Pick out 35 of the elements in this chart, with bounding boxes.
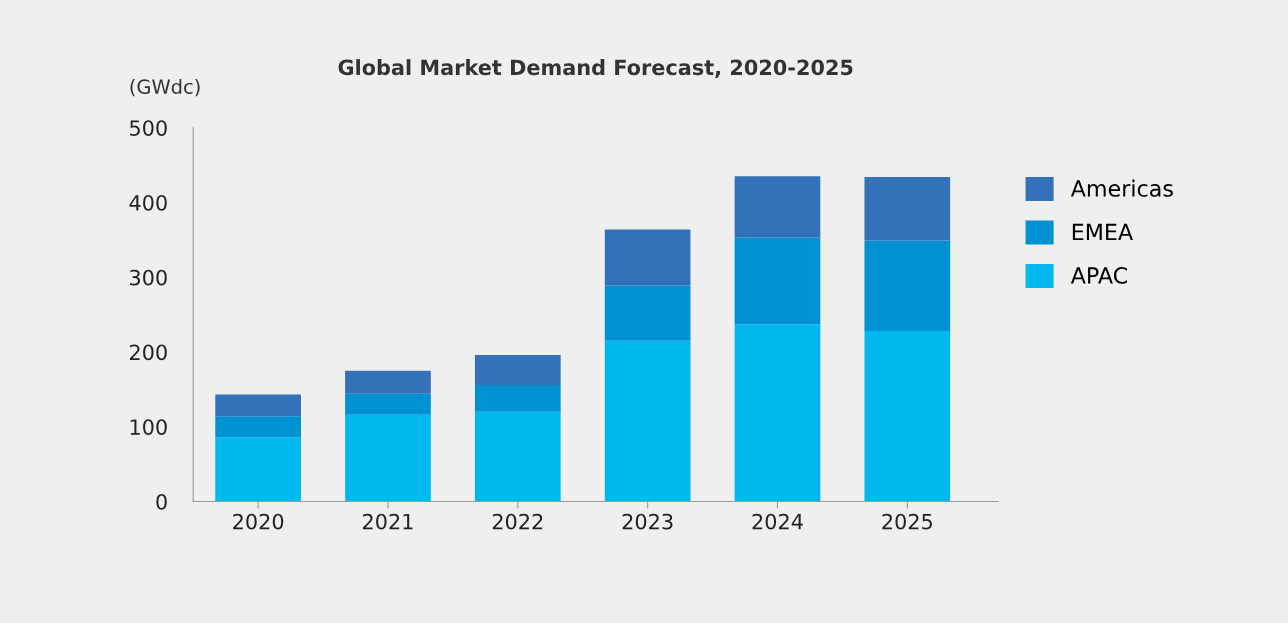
bar — [864, 240, 951, 332]
x-tick-label: 2023 — [622, 513, 673, 530]
bar — [215, 437, 301, 502]
y-tick-label: 300 — [130, 269, 167, 286]
bar — [604, 229, 691, 286]
bar — [215, 394, 301, 417]
x-tick-label: 2021 — [362, 513, 413, 530]
legend-label: EMEA — [1072, 223, 1133, 241]
y-tick-label: 500 — [130, 120, 167, 136]
y-tick-label: 100 — [130, 419, 167, 435]
bar — [734, 176, 821, 238]
x-tick-label: 2020 — [233, 513, 284, 530]
bar — [604, 285, 691, 341]
x-tick-label: 2025 — [882, 513, 932, 530]
bar — [474, 384, 561, 412]
y-tick-label: 0 — [156, 493, 167, 510]
bar — [734, 324, 821, 502]
bar — [604, 340, 691, 502]
x-tick-label: 2024 — [752, 513, 803, 530]
bar — [474, 411, 561, 502]
bar — [474, 354, 561, 385]
legend-label: Americas — [1070, 179, 1173, 197]
bar — [345, 393, 431, 415]
chart-title: Global Market Demand Forecast, 2020-2025 — [338, 59, 853, 78]
bar — [345, 370, 431, 394]
x-tick-label: 2022 — [492, 513, 543, 530]
bar — [345, 414, 431, 502]
y-tick-label: 200 — [129, 344, 167, 361]
bar — [864, 177, 951, 241]
bar — [864, 331, 951, 502]
y-axis-title: (GWdc) — [130, 78, 200, 97]
bar — [734, 237, 821, 325]
y-tick-label: 400 — [129, 194, 167, 211]
bar — [215, 416, 301, 438]
legend-label: APAC — [1070, 267, 1128, 284]
